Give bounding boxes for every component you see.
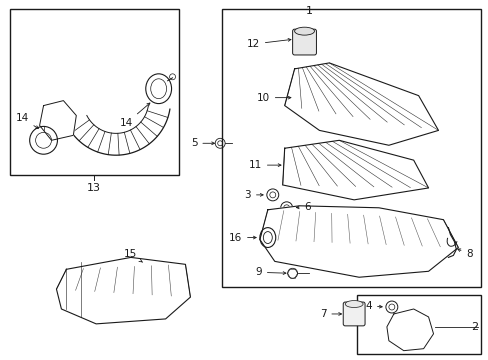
- Bar: [222, 9, 480, 287]
- Text: 7: 7: [319, 309, 341, 319]
- FancyBboxPatch shape: [292, 29, 316, 55]
- Polygon shape: [259, 206, 457, 277]
- Text: 11: 11: [248, 160, 281, 170]
- Text: 15: 15: [124, 249, 142, 262]
- Polygon shape: [56, 257, 190, 324]
- Text: 10: 10: [256, 93, 290, 103]
- Text: 14: 14: [16, 113, 39, 129]
- Bar: [10, 9, 178, 175]
- Bar: [356, 295, 480, 354]
- Text: 14: 14: [120, 103, 150, 129]
- Text: 4: 4: [365, 301, 382, 311]
- Text: 9: 9: [255, 267, 285, 277]
- Ellipse shape: [345, 301, 362, 307]
- Text: 6: 6: [296, 202, 310, 212]
- Text: 16: 16: [228, 233, 256, 243]
- FancyBboxPatch shape: [343, 302, 365, 326]
- Text: 3: 3: [244, 190, 263, 200]
- Text: 2: 2: [470, 322, 477, 332]
- Polygon shape: [386, 309, 433, 351]
- Text: 13: 13: [87, 183, 101, 193]
- Text: 12: 12: [246, 39, 290, 49]
- Polygon shape: [282, 140, 427, 200]
- Text: 5: 5: [190, 138, 214, 148]
- Ellipse shape: [294, 27, 314, 35]
- Polygon shape: [284, 63, 438, 145]
- Text: 1: 1: [305, 6, 312, 16]
- Text: 8: 8: [457, 249, 472, 260]
- Polygon shape: [40, 100, 76, 140]
